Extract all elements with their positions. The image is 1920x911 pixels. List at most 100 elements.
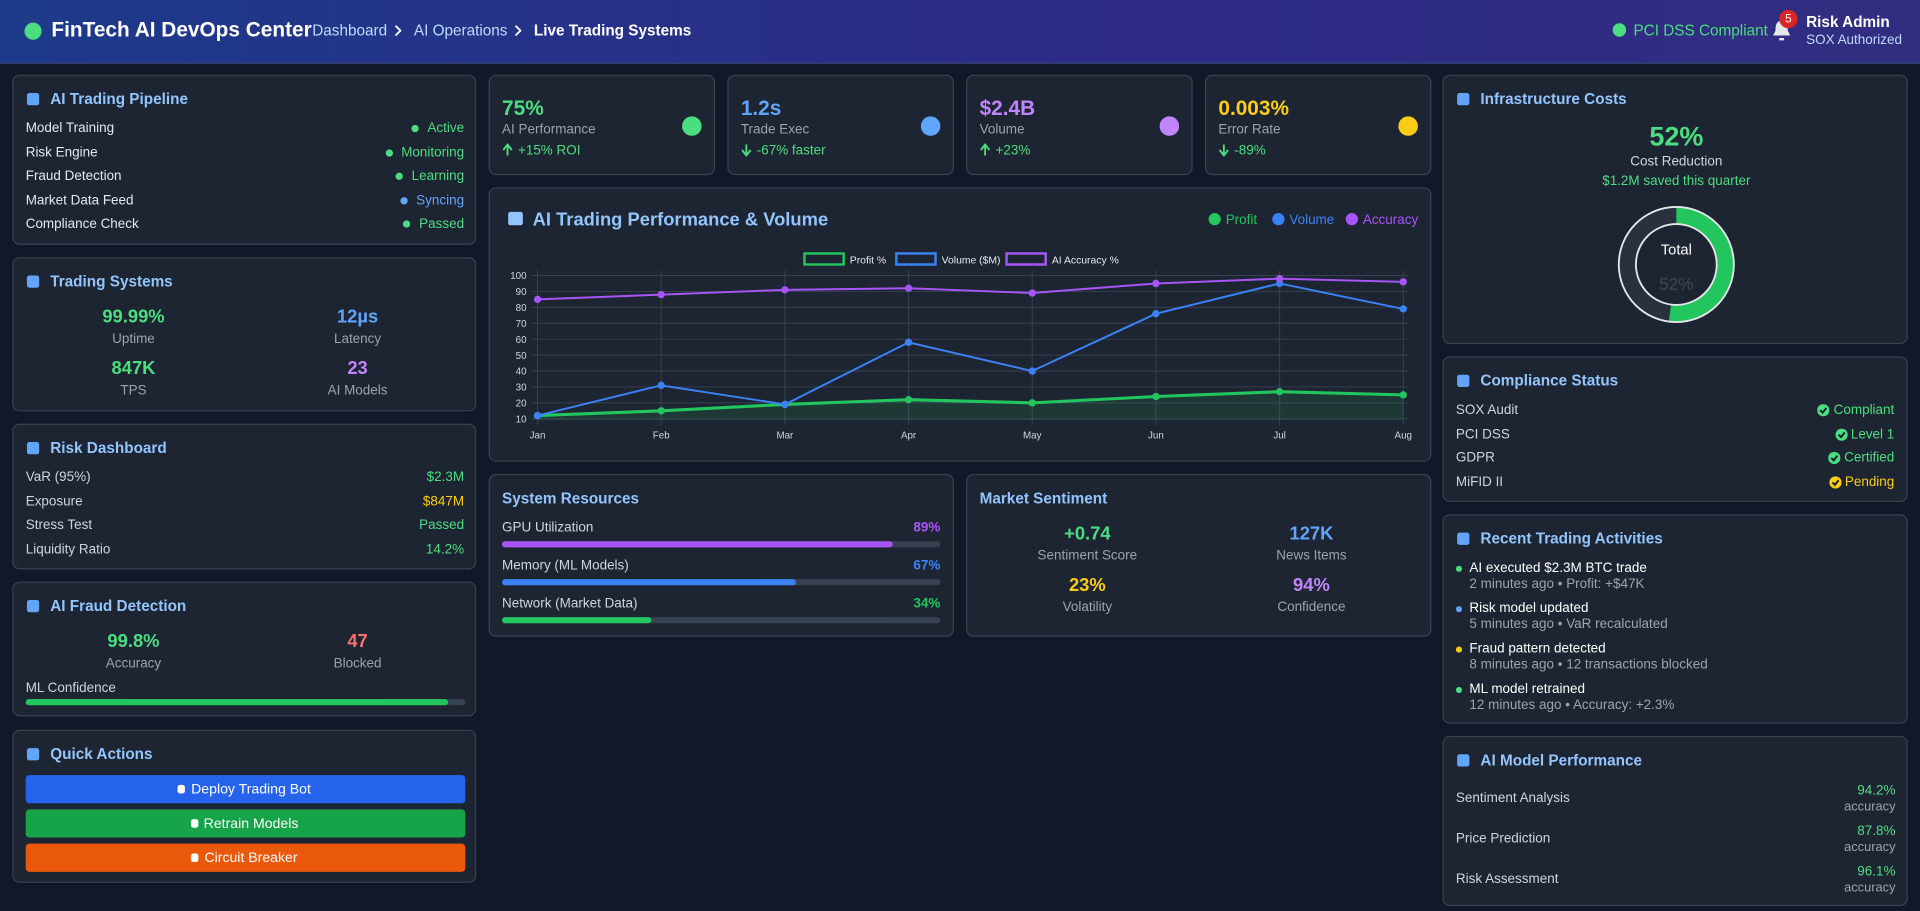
- pipeline-panel: AI Trading Pipeline Model Training Active R…: [12, 74, 477, 245]
- icon: [26, 275, 40, 288]
- point: [657, 381, 665, 390]
- legend-label[interactable]: Profit: [1226, 212, 1258, 227]
- icon: [508, 211, 523, 226]
- area: [537, 391, 1404, 421]
- compliance-item: GDPR: [1455, 450, 1495, 466]
- legend-label[interactable]: Accuracy: [1363, 212, 1419, 227]
- action-button[interactable]: Circuit Breaker: [25, 843, 466, 872]
- panel-title: Recent Trading Activities: [1480, 530, 1663, 548]
- model-accuracy: 96.1%: [1857, 864, 1896, 880]
- icon: [1457, 93, 1470, 106]
- icon: [1455, 686, 1463, 693]
- point: [1399, 391, 1407, 399]
- compliance-item: MiFID II: [1455, 474, 1504, 490]
- icon: [1455, 605, 1463, 612]
- icon: [26, 93, 40, 106]
- activity-meta: 8 minutes ago • 12 transactions blocked: [1469, 657, 1708, 673]
- risk-value: $847M: [422, 494, 465, 509]
- button-label: Retrain Models: [203, 816, 299, 831]
- activity-title: Fraud pattern detected: [1469, 641, 1606, 657]
- cost-note: $1.2M saved this quarter: [1602, 173, 1751, 189]
- icon-shape: [508, 211, 523, 226]
- sentiment-panel: Market Sentiment +0.74 Sentiment Score 127K…: [966, 473, 1432, 637]
- icon-check: [1830, 455, 1839, 463]
- progress-bar: [25, 699, 448, 706]
- stat-label: Uptime: [112, 331, 155, 347]
- panel-title: AI Fraud Detection: [50, 597, 187, 615]
- compliance-status: Level 1: [1850, 426, 1895, 442]
- risk-panel: Risk Dashboard VaR (95%) $2.3M Exposure $847…: [12, 423, 477, 570]
- icon-dot: [385, 148, 394, 157]
- risk-metric: Stress Test: [25, 518, 93, 533]
- stat-label: Blocked: [333, 656, 382, 672]
- chart-title: AI Trading Performance & Volume: [533, 208, 829, 229]
- activity-meta: 5 minutes ago • VaR recalculated: [1469, 617, 1668, 632]
- pipeline-status: Monitoring: [401, 145, 465, 160]
- icon-dot: [24, 22, 42, 40]
- kpi-change: +15% ROI: [517, 143, 581, 158]
- legend-dot: [1345, 213, 1358, 226]
- icon: [395, 172, 403, 181]
- x-tick-label: May: [1023, 431, 1042, 442]
- compliance-status: Compliant: [1833, 402, 1895, 418]
- models-panel: AI Model Performance Sentiment Analysis 94…: [1442, 735, 1908, 907]
- icon-shape: [26, 442, 40, 455]
- breadcrumb[interactable]: Dashboard: [312, 22, 388, 40]
- y-tick-label: 80: [516, 303, 527, 314]
- legend-label[interactable]: Volume: [1289, 212, 1334, 227]
- icon-circle: [1829, 476, 1842, 489]
- point: [1152, 279, 1160, 288]
- icon: [1398, 116, 1418, 136]
- y-tick-label: 30: [516, 383, 527, 394]
- legend-label[interactable]: AI Accuracy %: [1052, 255, 1119, 266]
- icon-arrow: [980, 143, 991, 156]
- icon: [1218, 144, 1229, 157]
- point: [1275, 275, 1284, 283]
- kpi-change: +23%: [995, 143, 1031, 158]
- kpi-change: -89%: [1234, 143, 1266, 158]
- action-button[interactable]: Deploy Trading Bot: [25, 775, 466, 804]
- fraud-panel: AI Fraud Detection 99.8% Accuracy 47 Blocked…: [12, 581, 477, 717]
- point: [657, 407, 665, 415]
- notification-count: 5: [1785, 12, 1792, 26]
- icon-shape: [191, 853, 199, 863]
- y-tick-label: 20: [516, 399, 527, 410]
- legend-swatch: [895, 252, 937, 266]
- point: [1152, 392, 1160, 401]
- x-tick-label: Jul: [1273, 431, 1286, 442]
- icon: [1779, 9, 1798, 29]
- chart-panel: AI Trading Performance & Volume Profit Vol…: [488, 187, 1432, 462]
- x-tick-label: Jan: [530, 431, 546, 442]
- legend-label[interactable]: Profit %: [850, 255, 886, 266]
- activities-panel: Recent Trading Activities AI executed $2.…: [1442, 514, 1908, 724]
- stat-value: 847K: [111, 358, 156, 379]
- stat-value: 127K: [1289, 523, 1334, 545]
- risk-value: 14.2%: [425, 542, 465, 557]
- stat-value: 94%: [1293, 574, 1330, 596]
- chevron: [514, 25, 522, 37]
- x-tick-label: Mar: [776, 431, 794, 442]
- kpi-value: 75%: [502, 96, 544, 120]
- resource-value: 34%: [913, 596, 941, 612]
- user-role: SOX Authorized: [1806, 33, 1902, 48]
- legend-dot: [1208, 213, 1221, 226]
- stat-label: TPS: [120, 383, 147, 398]
- quick-actions-panel: Quick Actions Deploy Trading Bot Retrain M…: [12, 729, 477, 883]
- chevron-path: [514, 25, 522, 37]
- stat-value: 47: [347, 631, 368, 653]
- icon-dot: [1612, 23, 1627, 37]
- breadcrumb[interactable]: AI Operations: [413, 22, 508, 40]
- activity-title: ML model retrained: [1469, 682, 1585, 697]
- icon-check: [1831, 479, 1840, 487]
- kpi-card: 0.003% Error Rate -89%: [1204, 74, 1432, 176]
- activity-meta: 12 minutes ago • Accuracy: +2.3%: [1469, 697, 1675, 713]
- legend-label[interactable]: Volume ($M): [942, 255, 1001, 266]
- panel-title: Quick Actions: [50, 745, 153, 763]
- point: [904, 338, 913, 347]
- icon: [26, 748, 40, 761]
- icon-shape: [26, 600, 40, 613]
- confidence-label: ML Confidence: [25, 680, 116, 696]
- action-button[interactable]: Retrain Models: [25, 809, 466, 838]
- user-name: Risk Admin: [1806, 13, 1890, 31]
